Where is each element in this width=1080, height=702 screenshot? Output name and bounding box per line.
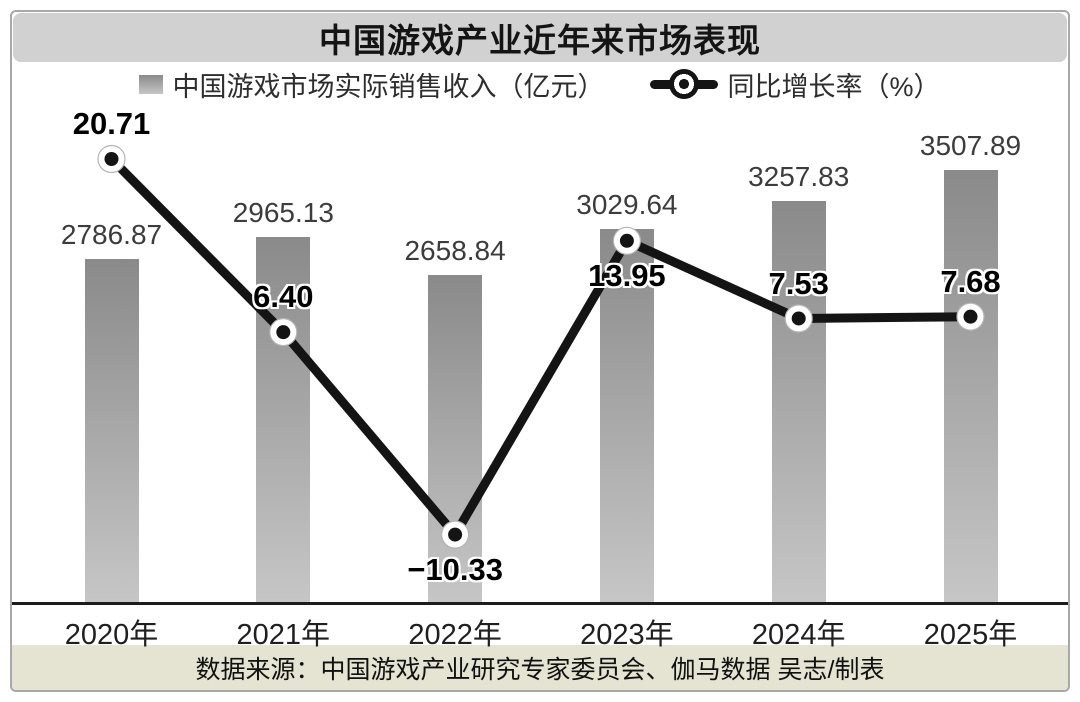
x-axis-label: 2024年 bbox=[751, 619, 846, 651]
legend-item-revenue: 中国游戏市场实际销售收入（亿元） bbox=[139, 65, 604, 104]
growth-value-label: 7.68 bbox=[940, 263, 1001, 299]
revenue-bar bbox=[256, 237, 311, 602]
growth-value-label: 7.53 bbox=[768, 265, 829, 301]
revenue-bar bbox=[599, 229, 654, 602]
point-marker-dot-icon bbox=[448, 527, 463, 542]
chart-title: 中国游戏产业近年来市场表现 bbox=[319, 21, 761, 59]
x-axis-label: 2021年 bbox=[236, 619, 331, 651]
point-marker-dot-icon bbox=[619, 233, 634, 248]
growth-value-label: 13.95 bbox=[588, 257, 666, 293]
chart-card: 中国游戏产业近年来市场表现 中国游戏市场实际销售收入（亿元） 同比增长率（%） … bbox=[10, 10, 1070, 692]
legend: 中国游戏市场实际销售收入（亿元） 同比增长率（%） bbox=[12, 62, 1068, 106]
line-dot-icon bbox=[669, 69, 700, 99]
point-marker-dot-icon bbox=[104, 152, 119, 167]
bar-value-label: 3257.83 bbox=[748, 160, 850, 192]
revenue-bar bbox=[943, 170, 998, 602]
growth-line bbox=[107, 154, 975, 540]
bar-value-label: 2965.13 bbox=[232, 197, 334, 228]
point-marker-dot-icon bbox=[791, 311, 806, 326]
source-text: 数据来源：中国游戏产业研究专家委员会、伽马数据 吴志/制表 bbox=[195, 655, 885, 684]
legend-revenue-label: 中国游戏市场实际销售收入（亿元） bbox=[172, 71, 605, 102]
legend-item-growth: 同比增长率（%） bbox=[650, 65, 941, 104]
x-axis-label: 2020年 bbox=[64, 619, 159, 651]
revenue-bar bbox=[771, 201, 826, 602]
x-axis-label: 2023年 bbox=[580, 619, 674, 651]
bar-value-label: 3029.64 bbox=[576, 189, 678, 221]
revenue-bar bbox=[84, 258, 139, 602]
title-bar: 中国游戏产业近年来市场表现 bbox=[13, 13, 1067, 62]
bar-value-label: 3507.89 bbox=[919, 130, 1022, 162]
line-marker-icon bbox=[650, 69, 719, 99]
x-axis: 2020年 2021年 2022年 2023年 2024年 2025年 bbox=[12, 605, 1068, 651]
growth-value-label: 6.40 bbox=[253, 279, 314, 315]
legend-growth-label: 同比增长率（%） bbox=[727, 71, 941, 102]
growth-value-label: −10.33 bbox=[407, 551, 503, 587]
chart-area: 2786.87 20.71 2965.13 6.40 2658.84 −10.33 3029… bbox=[12, 106, 1068, 605]
bar-swatch-icon bbox=[139, 74, 164, 94]
point-marker-dot-icon bbox=[963, 309, 978, 324]
growth-line-series bbox=[97, 144, 985, 549]
x-axis-label: 2025年 bbox=[923, 619, 1018, 651]
point-marker-dot-icon bbox=[276, 325, 291, 340]
x-axis-label: 2022年 bbox=[408, 619, 502, 651]
bar-value-label: 2786.87 bbox=[60, 218, 163, 250]
bar-value-label: 2658.84 bbox=[404, 234, 506, 266]
growth-value-label: 20.71 bbox=[72, 106, 151, 142]
footer: 数据来源：中国游戏产业研究专家委员会、伽马数据 吴志/制表 bbox=[12, 645, 1068, 690]
